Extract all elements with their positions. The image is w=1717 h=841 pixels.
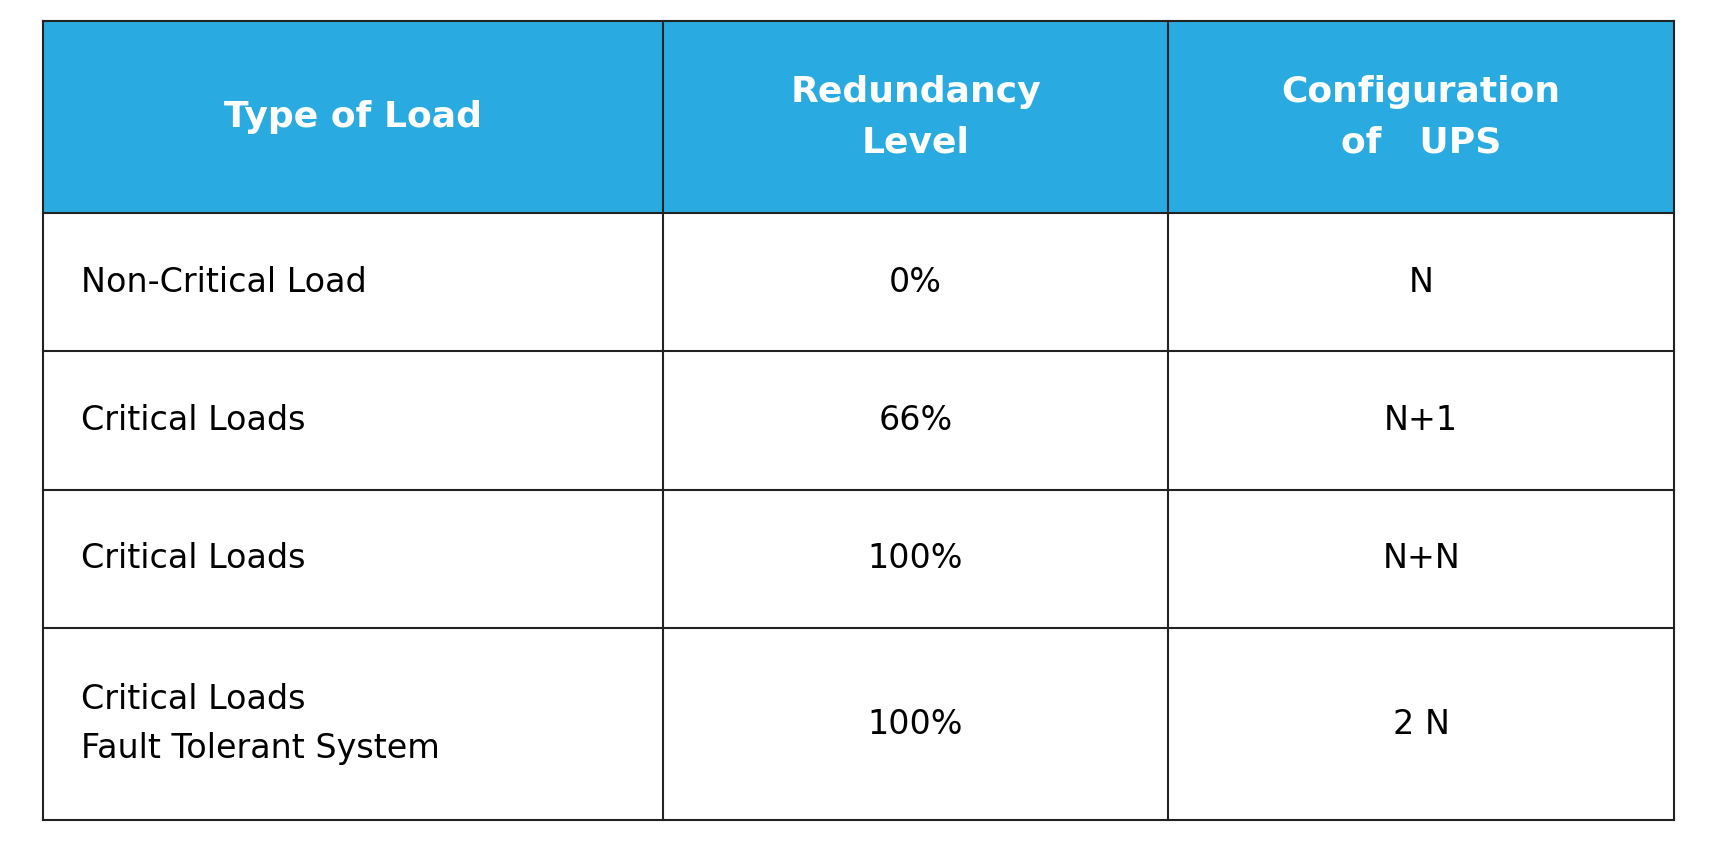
Bar: [663, 21, 1168, 213]
Bar: [1168, 213, 1674, 352]
Bar: [43, 352, 663, 489]
Bar: [43, 21, 663, 213]
Text: 100%: 100%: [867, 707, 963, 741]
Text: N+1: N+1: [1384, 404, 1458, 437]
Text: Type of Load: Type of Load: [223, 100, 482, 134]
Text: 2 N: 2 N: [1392, 707, 1449, 741]
Text: Critical Loads
Fault Tolerant System: Critical Loads Fault Tolerant System: [81, 683, 440, 764]
Text: Non-Critical Load: Non-Critical Load: [81, 266, 366, 299]
Text: N: N: [1408, 266, 1434, 299]
Text: 66%: 66%: [879, 404, 953, 437]
Bar: [43, 489, 663, 628]
Bar: [43, 213, 663, 352]
Text: Critical Loads: Critical Loads: [81, 404, 306, 437]
Bar: [1168, 489, 1674, 628]
Text: 100%: 100%: [867, 542, 963, 575]
Bar: [43, 628, 663, 820]
Bar: [663, 352, 1168, 489]
Bar: [1168, 628, 1674, 820]
Text: Configuration
of   UPS: Configuration of UPS: [1281, 75, 1561, 159]
Text: Critical Loads: Critical Loads: [81, 542, 306, 575]
Bar: [663, 628, 1168, 820]
Bar: [1168, 352, 1674, 489]
Text: 0%: 0%: [889, 266, 943, 299]
Bar: [1168, 21, 1674, 213]
Bar: [663, 213, 1168, 352]
Bar: [663, 489, 1168, 628]
Text: Redundancy
Level: Redundancy Level: [790, 75, 1041, 159]
Text: N+N: N+N: [1382, 542, 1459, 575]
